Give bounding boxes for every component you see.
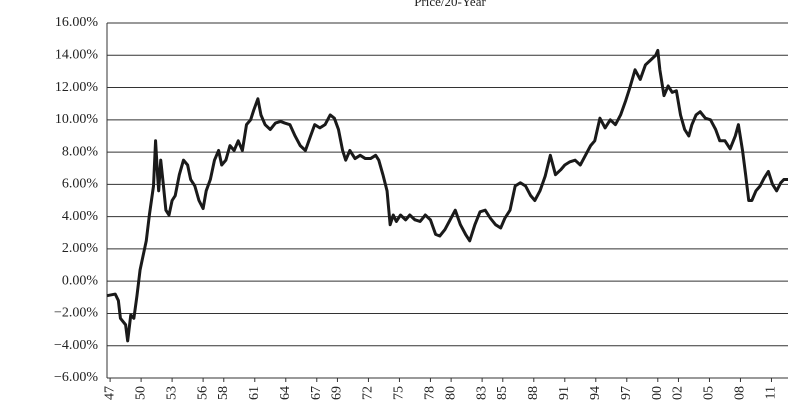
chart-title: Price/20-Year xyxy=(414,0,486,9)
x-tick-label: 47 xyxy=(102,386,117,400)
y-tick-label: 6.00% xyxy=(62,177,99,192)
y-tick-label: 0.00% xyxy=(62,273,99,288)
x-tick-label: 08 xyxy=(733,386,748,400)
x-tick-label: 83 xyxy=(474,386,489,400)
x-tick-label: 91 xyxy=(557,386,572,400)
y-tick-label: −2.00% xyxy=(54,306,98,321)
x-tick-label: 05 xyxy=(702,386,717,400)
y-tick-label: −4.00% xyxy=(54,338,98,353)
x-tick-label: 72 xyxy=(361,386,376,400)
x-tick-label: 78 xyxy=(423,386,438,400)
line-series xyxy=(106,48,788,343)
x-tick-label: 58 xyxy=(216,386,231,400)
y-tick-label: 2.00% xyxy=(62,241,99,256)
x-tick-label: 69 xyxy=(330,386,345,400)
x-tick-label: 50 xyxy=(133,386,148,400)
x-tick-label: 80 xyxy=(443,386,458,400)
x-tick-label: 64 xyxy=(278,386,293,400)
y-tick-label: 4.00% xyxy=(62,209,99,224)
x-tick-label: 75 xyxy=(392,386,407,400)
y-tick-label: 12.00% xyxy=(55,80,99,95)
y-tick-label: 14.00% xyxy=(55,47,99,62)
x-tick-label: 94 xyxy=(588,386,603,400)
y-tick-label: 10.00% xyxy=(55,112,99,127)
y-tick-label: 16.00% xyxy=(55,15,99,30)
x-tick-label: 11 xyxy=(764,386,779,399)
x-tick-label: 85 xyxy=(495,386,510,400)
x-tick-label: 61 xyxy=(247,386,262,400)
x-tick-label: 67 xyxy=(309,386,324,400)
x-tick-label: 56 xyxy=(195,386,210,400)
x-tick-label: 88 xyxy=(526,386,541,400)
x-tick-label: 00 xyxy=(650,386,665,400)
y-tick-label: 8.00% xyxy=(62,144,99,159)
x-tick-label: 02 xyxy=(671,386,686,400)
x-tick-label: 97 xyxy=(619,386,634,400)
y-tick-label: −6.00% xyxy=(54,370,98,385)
x-tick-label: 53 xyxy=(164,386,179,400)
